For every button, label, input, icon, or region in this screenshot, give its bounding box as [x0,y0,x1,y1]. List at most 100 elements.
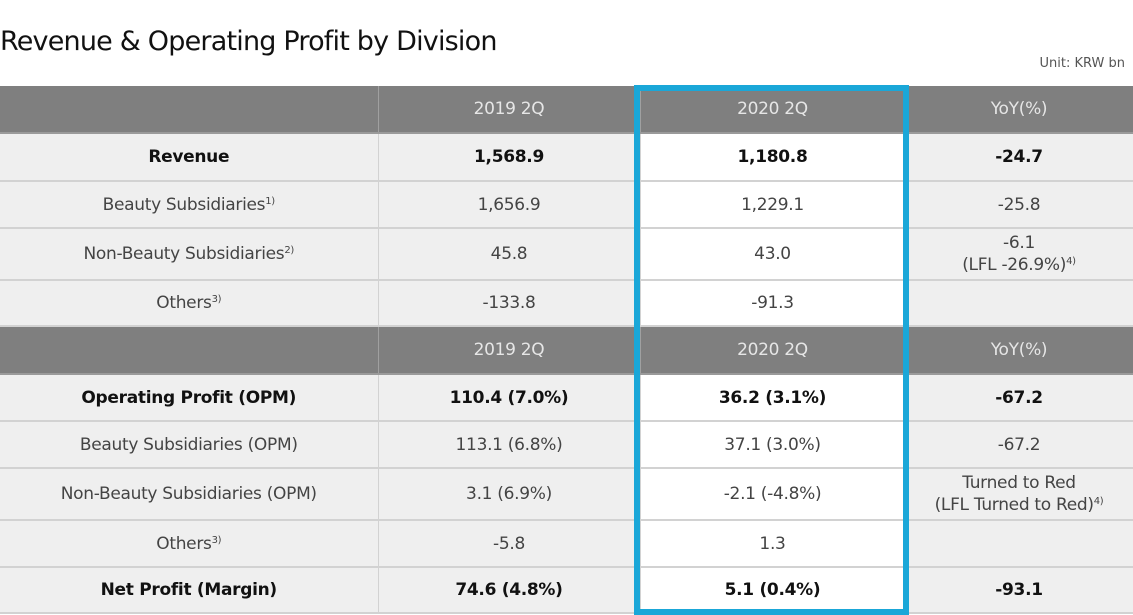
header-cell [0,326,379,375]
unit-label: Unit: KRW bn [1039,56,1125,71]
value-text: 3.1 (6.9%) [466,484,552,504]
value-text: 45.8 [490,244,528,264]
value-text: 110.4 (7.0%) [449,387,569,408]
yoy-text: -67.2 [997,434,1041,455]
value-2019: -133.8 [378,280,641,327]
header-cell: 2020 2Q [640,86,906,134]
row-label: Revenue [0,133,379,182]
label-text: Beauty Subsidiaries (OPM) [79,434,298,455]
row-label: Beauty Subsidiaries (OPM) [0,421,379,469]
footnote-marker: 2) [284,245,295,256]
footnote-marker: 3) [211,534,222,546]
value-text: -133.8 [482,293,536,313]
value-yoy: -93.1 [905,567,1133,614]
value-yoy: -25.8 [905,181,1133,229]
value-text: -5.8 [493,533,525,554]
table-row: Beauty Subsidiaries1) 1,656.9 1,229.1 -25.8 [0,181,1133,229]
value-yoy: -24.7 [905,133,1133,182]
value-text: -91.3 [751,293,794,313]
label-text: Others [156,533,212,554]
value-text: 1,229.1 [741,194,804,215]
value-2019: 1,656.9 [378,181,641,229]
value-2019: 113.1 (6.8%) [378,421,641,469]
value-2020: 43.0 [640,228,906,281]
table-row: Non-Beauty Subsidiaries2) 45.8 43.0 -6.1 (LF… [0,228,1133,281]
value-text: 74.6 (4.8%) [455,580,563,600]
value-text: 5.1 (0.4%) [724,580,821,600]
row-label: Others3) [0,280,379,327]
value-yoy [905,280,1133,327]
yoy-text: -93.1 [995,580,1043,600]
table-row: Others3) -133.8 -91.3 [0,280,1133,327]
row-label: Net Profit (Margin) [0,567,379,614]
value-2019: -5.8 [378,520,641,568]
footnote-marker: 1) [265,195,275,207]
value-2020: 37.1 (3.0%) [640,421,906,469]
value-2020: 1,180.8 [640,133,906,182]
header-cell [0,86,379,134]
division-table: 2019 2Q 2020 2Q YoY(%) Revenue 1,568.9 1,180.… [0,86,1133,614]
header-cell: YoY(%) [905,86,1133,134]
footnote-marker: 4) [1066,256,1076,267]
row-label: Others3) [0,520,379,568]
row-label: Operating Profit (OPM) [0,374,379,422]
value-yoy: -6.1 (LFL -26.9%)4) [905,228,1133,281]
value-2020: 5.1 (0.4%) [640,567,906,614]
header-cell: 2020 2Q [640,326,906,375]
value-2020: 1,229.1 [640,181,906,229]
value-2019: 3.1 (6.9%) [378,468,641,521]
label-text: Beauty Subsidiaries [102,194,266,215]
yoy-text: -24.7 [995,147,1043,167]
table-row: Non-Beauty Subsidiaries (OPM) 3.1 (6.9%) -… [0,468,1133,521]
header-row: 2019 2Q 2020 2Q YoY(%) [0,326,1133,375]
label-text: Net Profit (Margin) [100,580,278,600]
footnote-marker: 3) [211,294,222,305]
yoy-text: Turned to Red [962,473,1076,493]
header-cell: 2019 2Q [378,86,641,134]
header-cell: YoY(%) [905,326,1133,375]
label-text: Operating Profit (OPM) [81,387,297,408]
value-yoy: -67.2 [905,421,1133,469]
table-row: Revenue 1,568.9 1,180.8 -24.7 [0,133,1133,182]
table-row: Beauty Subsidiaries (OPM) 113.1 (6.8%) 37.… [0,421,1133,469]
value-2020: -2.1 (-4.8%) [640,468,906,521]
value-yoy [905,520,1133,568]
value-text: -2.1 (-4.8%) [723,484,822,504]
value-text: 1.3 [759,533,786,554]
value-text: 37.1 (3.0%) [724,434,821,455]
value-2019: 45.8 [378,228,641,281]
value-text: 36.2 (3.1%) [718,387,827,408]
footnote-marker: 4) [1093,496,1104,507]
label-text: Non-Beauty Subsidiaries [83,244,285,264]
value-2020: -91.3 [640,280,906,327]
value-2019: 74.6 (4.8%) [378,567,641,614]
yoy-text: -67.2 [995,387,1043,408]
header-row: 2019 2Q 2020 2Q YoY(%) [0,86,1133,134]
value-2019: 1,568.9 [378,133,641,182]
value-2020: 1.3 [640,520,906,568]
row-label: Beauty Subsidiaries1) [0,181,379,229]
value-2020: 36.2 (3.1%) [640,374,906,422]
value-yoy: Turned to Red (LFL Turned to Red)4) [905,468,1133,521]
value-2019: 110.4 (7.0%) [378,374,641,422]
value-yoy: -67.2 [905,374,1133,422]
table-row: Net Profit (Margin) 74.6 (4.8%) 5.1 (0.4%)… [0,567,1133,614]
page-title: Revenue & Operating Profit by Division [0,26,497,57]
label-text: Others [156,293,212,313]
row-label: Non-Beauty Subsidiaries (OPM) [0,468,379,521]
value-text: 113.1 (6.8%) [455,434,563,455]
value-text: 1,180.8 [737,147,808,167]
row-label: Non-Beauty Subsidiaries2) [0,228,379,281]
value-text: 1,568.9 [474,147,544,167]
header-cell: 2019 2Q [378,326,641,375]
label-text: Non-Beauty Subsidiaries (OPM) [60,484,317,504]
yoy-lfl-text: (LFL Turned to Red) [934,495,1094,515]
yoy-text: -25.8 [997,194,1041,215]
yoy-lfl-text: (LFL -26.9%) [962,255,1067,275]
table-row: Operating Profit (OPM) 110.4 (7.0%) 36.2 (… [0,374,1133,422]
label-text: Revenue [148,147,230,167]
value-text: 43.0 [754,244,791,264]
value-text: 1,656.9 [477,194,541,215]
yoy-text: -6.1 [1003,233,1035,253]
table-row: Others3) -5.8 1.3 [0,520,1133,568]
